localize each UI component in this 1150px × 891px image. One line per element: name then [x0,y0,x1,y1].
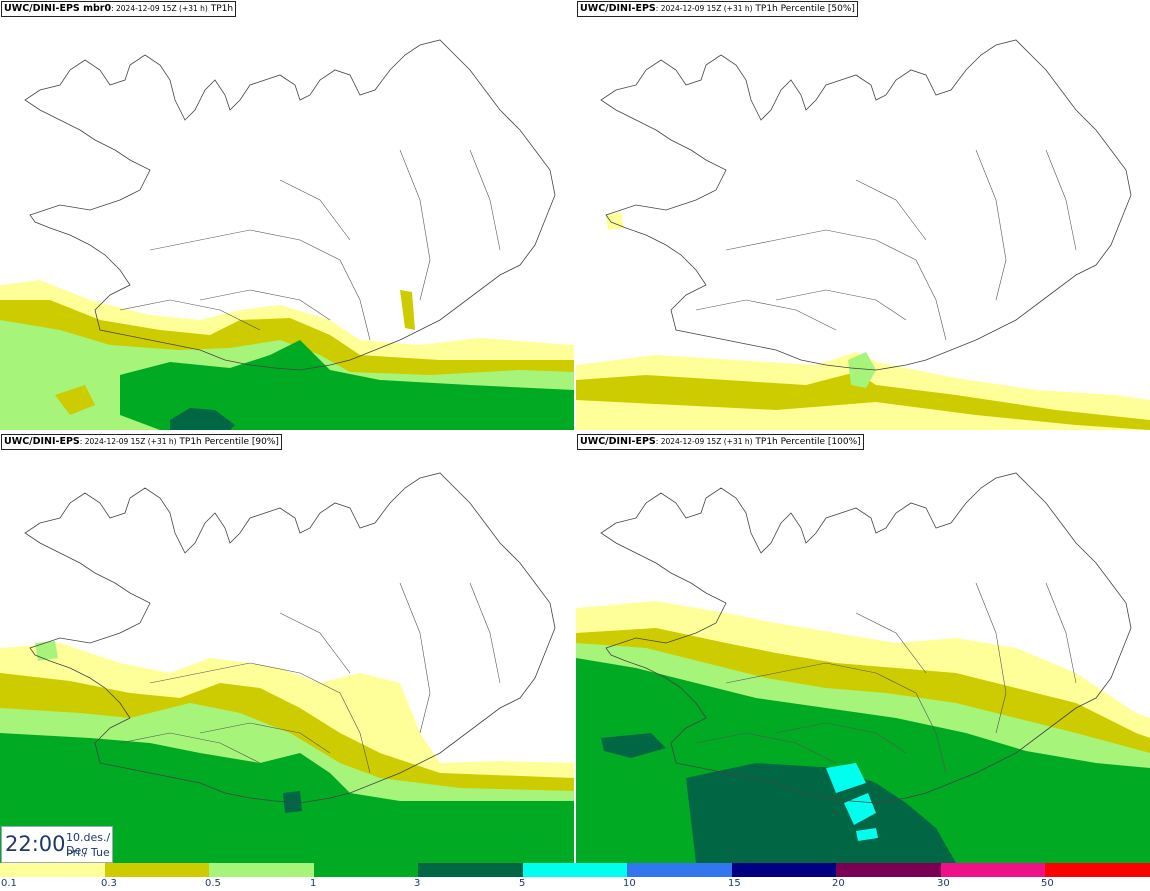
legend-tick-label: 15 [728,878,741,889]
map-panel-member0: UWC/DINI-EPS mbr0: 2024-12-09 15Z (+31 h… [0,0,574,430]
panel-title: UWC/DINI-EPS: 2024-12-09 15Z (+31 h) TP1… [577,434,864,450]
map-panel-p90: UWC/DINI-EPS: 2024-12-09 15Z (+31 h) TP1… [0,433,574,863]
legend-tick-label: 1 [310,878,317,889]
panel-divider [0,430,1150,433]
panel-title: UWC/DINI-EPS mbr0: 2024-12-09 15Z (+31 h… [1,1,237,17]
legend-swatch [627,863,732,877]
valid-time-clock: 22:00 [5,832,66,856]
color-legend: 0.1 0.3 0.5 1 3 5 10 15 20 30 50 [0,863,1150,891]
legend-tick-label: 0.1 [1,878,17,889]
legend-swatch [314,863,419,877]
panel-title: UWC/DINI-EPS: 2024-12-09 15Z (+31 h) TP1… [577,1,858,17]
legend-swatch [523,863,628,877]
panel-title: UWC/DINI-EPS: 2024-12-09 15Z (+31 h) TP1… [1,434,282,450]
legend-swatch [941,863,1046,877]
legend-swatch [1045,863,1150,877]
precip-map [576,472,1150,863]
valid-time-box: 22:00 10.des./ Dec Þri./ Tue [1,826,113,863]
legend-tick-label: 0.3 [101,878,117,889]
legend-tick-label: 3 [414,878,421,889]
legend-tick-label: 0.5 [205,878,221,889]
legend-tick-label: 50 [1041,878,1054,889]
legend-swatch [732,863,837,877]
legend-tick-label: 10 [623,878,636,889]
legend-tick-label: 30 [937,878,950,889]
map-panel-p50: UWC/DINI-EPS: 2024-12-09 15Z (+31 h) TP1… [576,0,1150,430]
map-panel-p100: UWC/DINI-EPS: 2024-12-09 15Z (+31 h) TP1… [576,433,1150,863]
legend-swatch [105,863,210,877]
legend-swatch [418,863,523,877]
legend-swatch [209,863,314,877]
legend-swatch [0,863,105,877]
precip-map [576,39,1150,430]
legend-swatch [836,863,941,877]
legend-tick-label: 20 [832,878,845,889]
precip-map [0,472,574,863]
valid-weekday: Þri./ Tue [66,846,110,859]
valid-date: 10.des./ Dec [66,831,111,857]
legend-tick-label: 5 [519,878,526,889]
precip-map [0,39,574,430]
